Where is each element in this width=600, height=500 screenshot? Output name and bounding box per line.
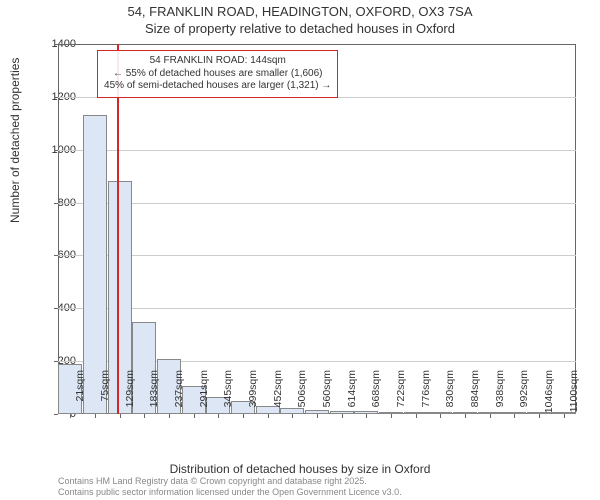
x-tick-mark bbox=[218, 414, 219, 418]
footer-line1: Contains HM Land Registry data © Crown c… bbox=[58, 476, 402, 487]
x-tick-mark bbox=[391, 414, 392, 418]
x-tick-mark bbox=[144, 414, 145, 418]
y-axis-label: Number of detached properties bbox=[8, 58, 22, 223]
x-tick-label: 992sqm bbox=[518, 370, 530, 420]
x-tick-mark bbox=[514, 414, 515, 418]
footer-line2: Contains public sector information licen… bbox=[58, 487, 402, 498]
gridline bbox=[58, 255, 576, 256]
x-tick-label: 345sqm bbox=[222, 370, 234, 420]
x-tick-mark bbox=[194, 414, 195, 418]
x-tick-mark bbox=[465, 414, 466, 418]
x-tick-mark bbox=[416, 414, 417, 418]
gridline bbox=[58, 308, 576, 309]
x-tick-label: 21sqm bbox=[74, 370, 86, 420]
x-tick-mark bbox=[440, 414, 441, 418]
y-tick-mark bbox=[54, 414, 58, 415]
y-tick-mark bbox=[54, 361, 58, 362]
x-tick-label: 614sqm bbox=[346, 370, 358, 420]
chart-title-line1: 54, FRANKLIN ROAD, HEADINGTON, OXFORD, O… bbox=[0, 4, 600, 21]
annotation-box: 54 FRANKLIN ROAD: 144sqm ← 55% of detach… bbox=[97, 50, 338, 98]
gridline bbox=[58, 203, 576, 204]
chart-title-block: 54, FRANKLIN ROAD, HEADINGTON, OXFORD, O… bbox=[0, 0, 600, 38]
annotation-line2: ← 55% of detached houses are smaller (1,… bbox=[104, 68, 331, 81]
x-tick-label: 129sqm bbox=[124, 370, 136, 420]
x-tick-mark bbox=[292, 414, 293, 418]
x-tick-label: 291sqm bbox=[198, 370, 210, 420]
gridline bbox=[58, 150, 576, 151]
x-tick-label: 830sqm bbox=[444, 370, 456, 420]
x-tick-mark bbox=[564, 414, 565, 418]
x-tick-label: 722sqm bbox=[395, 370, 407, 420]
y-tick-mark bbox=[54, 203, 58, 204]
chart-title-line2: Size of property relative to detached ho… bbox=[0, 21, 600, 38]
x-tick-label: 237sqm bbox=[173, 370, 185, 420]
y-tick-mark bbox=[54, 255, 58, 256]
x-tick-label: 776sqm bbox=[420, 370, 432, 420]
plot-area: 54 FRANKLIN ROAD: 144sqm ← 55% of detach… bbox=[58, 44, 576, 414]
x-tick-mark bbox=[317, 414, 318, 418]
x-tick-label: 506sqm bbox=[296, 370, 308, 420]
x-axis-label: Distribution of detached houses by size … bbox=[0, 462, 600, 476]
x-tick-mark bbox=[169, 414, 170, 418]
x-tick-label: 399sqm bbox=[247, 370, 259, 420]
x-tick-mark bbox=[366, 414, 367, 418]
y-tick-mark bbox=[54, 97, 58, 98]
x-tick-mark bbox=[70, 414, 71, 418]
x-tick-label: 75sqm bbox=[99, 370, 111, 420]
x-tick-mark bbox=[120, 414, 121, 418]
annotation-line1: 54 FRANKLIN ROAD: 144sqm bbox=[104, 55, 331, 68]
reference-line bbox=[117, 44, 119, 414]
chart-container: 54, FRANKLIN ROAD, HEADINGTON, OXFORD, O… bbox=[0, 0, 600, 500]
x-tick-label: 1100sqm bbox=[568, 370, 580, 420]
x-tick-label: 560sqm bbox=[321, 370, 333, 420]
annotation-line3: 45% of semi-detached houses are larger (… bbox=[104, 80, 331, 93]
x-tick-label: 1046sqm bbox=[543, 370, 555, 420]
x-tick-mark bbox=[490, 414, 491, 418]
y-tick-mark bbox=[54, 308, 58, 309]
x-tick-mark bbox=[342, 414, 343, 418]
x-tick-mark bbox=[243, 414, 244, 418]
x-tick-mark bbox=[539, 414, 540, 418]
x-tick-label: 938sqm bbox=[494, 370, 506, 420]
x-tick-label: 452sqm bbox=[272, 370, 284, 420]
x-tick-label: 884sqm bbox=[469, 370, 481, 420]
x-tick-label: 183sqm bbox=[148, 370, 160, 420]
y-tick-mark bbox=[54, 44, 58, 45]
y-tick-mark bbox=[54, 150, 58, 151]
x-tick-mark bbox=[95, 414, 96, 418]
footer-attribution: Contains HM Land Registry data © Crown c… bbox=[58, 476, 402, 498]
x-tick-label: 668sqm bbox=[370, 370, 382, 420]
x-tick-mark bbox=[268, 414, 269, 418]
